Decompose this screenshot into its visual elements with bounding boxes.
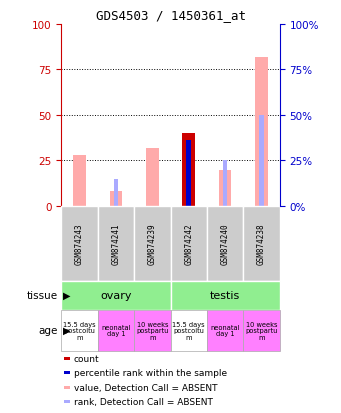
Bar <box>63 386 70 389</box>
Bar <box>259 116 264 206</box>
Bar <box>219 170 232 206</box>
Bar <box>207 206 243 281</box>
Bar <box>63 400 70 403</box>
Text: GSM874243: GSM874243 <box>75 223 84 264</box>
Bar <box>146 148 159 206</box>
Bar <box>170 281 280 310</box>
Bar <box>243 206 280 281</box>
Bar <box>61 281 170 310</box>
Text: testis: testis <box>210 290 240 300</box>
Text: GSM874242: GSM874242 <box>184 223 193 264</box>
Bar <box>98 310 134 351</box>
Bar <box>243 310 280 351</box>
Text: neonatal
day 1: neonatal day 1 <box>210 324 240 337</box>
Bar <box>170 206 207 281</box>
Bar <box>187 141 191 206</box>
Text: ▶: ▶ <box>63 325 71 335</box>
Text: 10 weeks
postpartu
m: 10 weeks postpartu m <box>245 321 278 340</box>
Bar <box>255 57 268 206</box>
Bar <box>182 143 195 206</box>
Bar <box>61 206 98 281</box>
Bar <box>73 156 86 206</box>
Title: GDS4503 / 1450361_at: GDS4503 / 1450361_at <box>95 9 246 22</box>
Text: 15.5 days
postcoitu
m: 15.5 days postcoitu m <box>63 321 96 340</box>
Bar <box>223 161 227 206</box>
Text: ovary: ovary <box>100 290 132 300</box>
Text: percentile rank within the sample: percentile rank within the sample <box>74 368 227 377</box>
Bar <box>63 357 70 360</box>
Bar <box>134 310 170 351</box>
Bar <box>61 310 98 351</box>
Text: ▶: ▶ <box>63 290 71 300</box>
Text: neonatal
day 1: neonatal day 1 <box>101 324 131 337</box>
Bar <box>134 206 170 281</box>
Bar <box>170 310 207 351</box>
Text: GSM874240: GSM874240 <box>221 223 229 264</box>
Bar <box>114 179 118 206</box>
Bar <box>109 192 122 206</box>
Bar <box>182 134 195 206</box>
Text: GSM874239: GSM874239 <box>148 223 157 264</box>
Text: rank, Detection Call = ABSENT: rank, Detection Call = ABSENT <box>74 397 213 406</box>
Text: GSM874238: GSM874238 <box>257 223 266 264</box>
Text: 10 weeks
postpartu
m: 10 weeks postpartu m <box>136 321 168 340</box>
Text: age: age <box>39 325 58 335</box>
Text: count: count <box>74 354 100 363</box>
Bar <box>207 310 243 351</box>
Text: GSM874241: GSM874241 <box>112 223 120 264</box>
Bar <box>63 371 70 374</box>
Bar <box>98 206 134 281</box>
Text: 15.5 days
postcoitu
m: 15.5 days postcoitu m <box>172 321 205 340</box>
Text: tissue: tissue <box>27 290 58 300</box>
Text: value, Detection Call = ABSENT: value, Detection Call = ABSENT <box>74 383 218 392</box>
